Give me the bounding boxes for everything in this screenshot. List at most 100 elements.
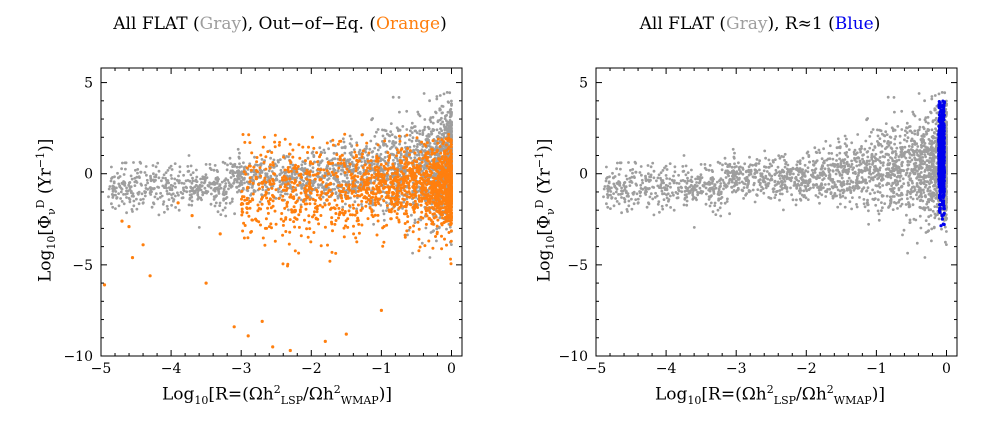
scatter-point bbox=[161, 176, 165, 180]
scatter-point bbox=[435, 148, 439, 152]
scatter-point bbox=[321, 180, 325, 184]
scatter-point bbox=[271, 163, 275, 167]
scatter-point bbox=[351, 213, 355, 217]
scatter-point bbox=[432, 157, 436, 161]
scatter-point bbox=[431, 174, 435, 178]
scatter-point bbox=[273, 239, 277, 243]
scatter-point bbox=[876, 190, 880, 194]
scatter-point bbox=[382, 143, 385, 147]
scatter-point bbox=[321, 195, 325, 199]
scatter-point bbox=[228, 156, 232, 160]
scatter-point bbox=[408, 202, 412, 206]
scatter-point bbox=[922, 177, 925, 181]
scatter-point bbox=[199, 177, 203, 181]
scatter-point bbox=[274, 188, 278, 192]
scatter-point bbox=[402, 205, 406, 208]
scatter-point bbox=[330, 250, 334, 254]
scatter-point bbox=[778, 189, 782, 192]
scatter-point bbox=[638, 194, 642, 198]
scatter-point bbox=[806, 166, 810, 170]
scatter-point bbox=[428, 186, 432, 190]
scatter-point bbox=[325, 184, 328, 188]
left-x-axis-label: Log10[R=(Ωh2LSP/Ωh2WMAP)] bbox=[162, 383, 392, 408]
scatter-point bbox=[344, 191, 348, 194]
scatter-point bbox=[373, 213, 377, 217]
scatter-point bbox=[450, 214, 453, 218]
scatter-point bbox=[167, 198, 171, 202]
scatter-point bbox=[335, 203, 339, 207]
scatter-point bbox=[304, 191, 308, 195]
scatter-point bbox=[292, 220, 296, 224]
scatter-point bbox=[267, 202, 271, 206]
scatter-point bbox=[123, 181, 127, 185]
scatter-point bbox=[356, 203, 360, 207]
scatter-point bbox=[132, 204, 136, 208]
scatter-point bbox=[222, 193, 226, 197]
scatter-point bbox=[352, 148, 356, 152]
scatter-point bbox=[427, 127, 431, 131]
scatter-point bbox=[435, 227, 439, 231]
scatter-point bbox=[195, 187, 199, 191]
scatter-point bbox=[390, 133, 394, 137]
scatter-point bbox=[266, 175, 270, 179]
scatter-point bbox=[254, 177, 258, 181]
scatter-point bbox=[369, 159, 373, 163]
scatter-point bbox=[304, 207, 308, 211]
scatter-point bbox=[405, 200, 409, 204]
scatter-point bbox=[125, 211, 128, 215]
scatter-point bbox=[279, 193, 283, 197]
scatter-point bbox=[242, 161, 245, 165]
scatter-point bbox=[107, 187, 111, 191]
scatter-point bbox=[430, 171, 434, 175]
scatter-point bbox=[424, 226, 428, 230]
scatter-point bbox=[182, 173, 186, 177]
scatter-point bbox=[389, 181, 393, 184]
scatter-point bbox=[923, 99, 926, 103]
scatter-point bbox=[343, 211, 347, 215]
scatter-point bbox=[385, 171, 389, 175]
scatter-point bbox=[340, 196, 344, 200]
scatter-point bbox=[343, 171, 347, 175]
scatter-point bbox=[248, 164, 252, 168]
scatter-point bbox=[373, 201, 377, 205]
scatter-point bbox=[337, 213, 341, 217]
scatter-point bbox=[298, 156, 302, 160]
scatter-point bbox=[328, 167, 332, 171]
scatter-point bbox=[243, 198, 247, 202]
scatter-point bbox=[278, 158, 282, 162]
scatter-point bbox=[192, 191, 196, 195]
scatter-point bbox=[868, 179, 872, 183]
scatter-point bbox=[415, 131, 419, 135]
scatter-point bbox=[332, 173, 335, 177]
scatter-point bbox=[348, 204, 351, 208]
scatter-point bbox=[203, 175, 207, 179]
scatter-point bbox=[128, 198, 132, 201]
scatter-point bbox=[149, 179, 153, 183]
scatter-point bbox=[311, 162, 315, 166]
scatter-point bbox=[224, 182, 228, 185]
scatter-point bbox=[327, 147, 330, 151]
scatter-point bbox=[441, 216, 444, 220]
scatter-point bbox=[248, 206, 252, 210]
scatter-point bbox=[280, 190, 283, 194]
scatter-point bbox=[269, 156, 272, 160]
scatter-point bbox=[307, 214, 311, 218]
scatter-point bbox=[210, 168, 213, 172]
scatter-point bbox=[742, 197, 745, 200]
scatter-point bbox=[392, 192, 396, 195]
scatter-point bbox=[111, 205, 115, 209]
scatter-point bbox=[177, 208, 181, 212]
scatter-point bbox=[412, 210, 416, 214]
scatter-point bbox=[434, 174, 437, 178]
scatter-point bbox=[374, 173, 378, 177]
scatter-point bbox=[300, 187, 304, 190]
scatter-point bbox=[260, 193, 263, 197]
scatter-point bbox=[102, 283, 107, 287]
scatter-point bbox=[431, 246, 435, 250]
scatter-point bbox=[440, 210, 443, 214]
scatter-point bbox=[361, 166, 365, 169]
scatter-point bbox=[378, 146, 382, 149]
scatter-point bbox=[450, 120, 453, 124]
scatter-point bbox=[367, 151, 371, 155]
scatter-point bbox=[348, 158, 352, 161]
